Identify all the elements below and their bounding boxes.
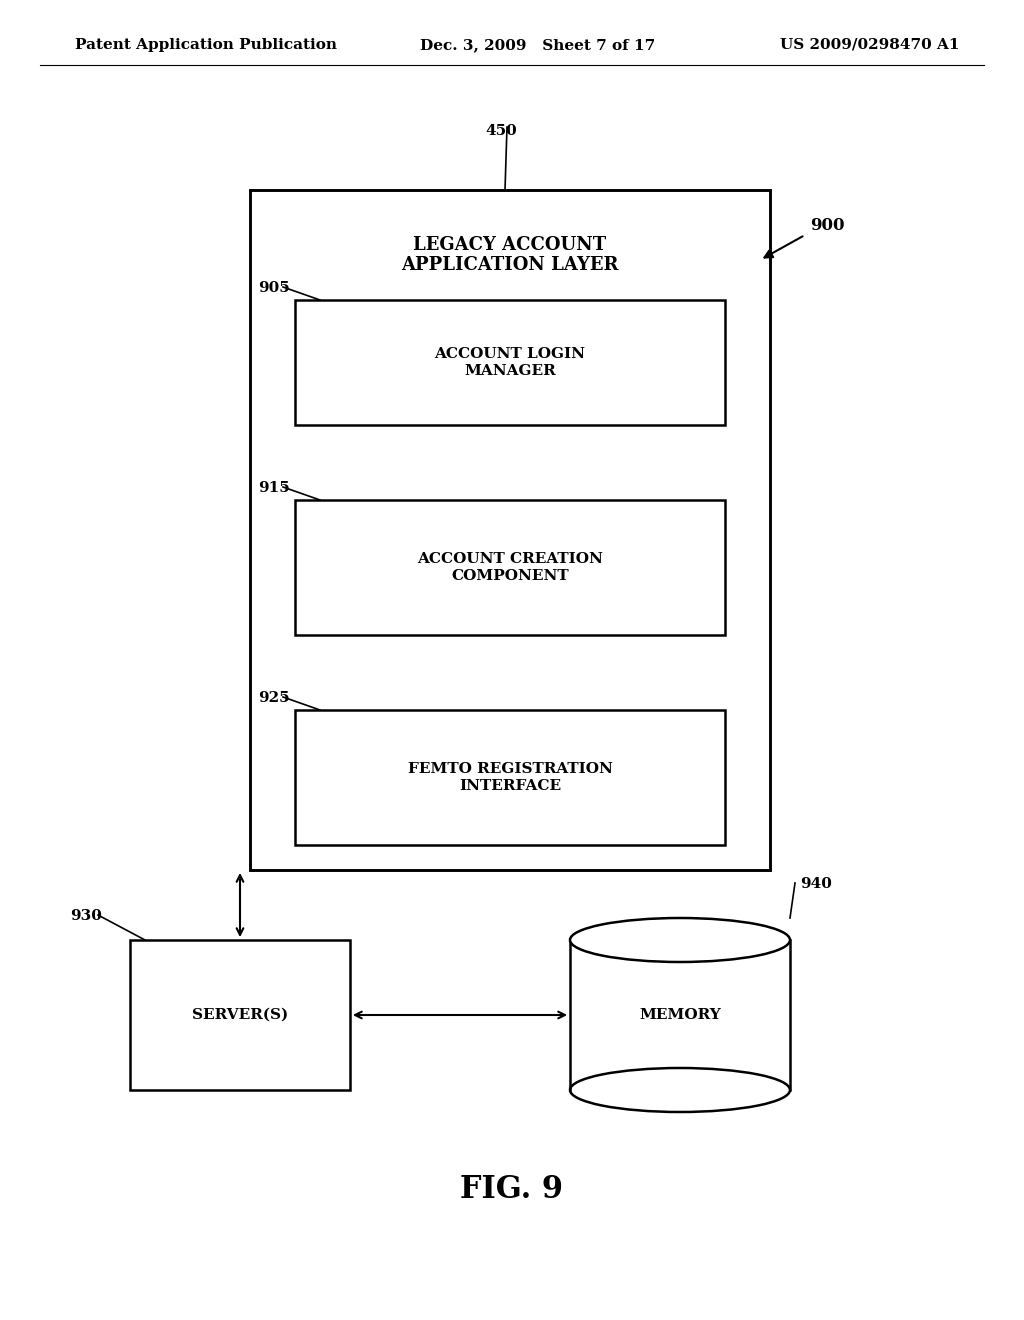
Text: 900: 900	[810, 216, 845, 234]
Text: 940: 940	[800, 876, 831, 891]
Text: ACCOUNT LOGIN
MANAGER: ACCOUNT LOGIN MANAGER	[434, 347, 586, 378]
Text: 925: 925	[258, 690, 290, 705]
Text: FIG. 9: FIG. 9	[461, 1175, 563, 1205]
Text: 905: 905	[258, 281, 290, 294]
Text: Dec. 3, 2009   Sheet 7 of 17: Dec. 3, 2009 Sheet 7 of 17	[420, 38, 655, 51]
Text: FEMTO REGISTRATION
INTERFACE: FEMTO REGISTRATION INTERFACE	[408, 763, 612, 792]
Text: 930: 930	[70, 909, 101, 923]
Text: ACCOUNT CREATION
COMPONENT: ACCOUNT CREATION COMPONENT	[417, 552, 603, 582]
Text: MEMORY: MEMORY	[639, 1008, 721, 1022]
Text: US 2009/0298470 A1: US 2009/0298470 A1	[780, 38, 959, 51]
Text: 915: 915	[258, 480, 290, 495]
Ellipse shape	[570, 917, 790, 962]
Text: 450: 450	[485, 124, 517, 139]
Text: SERVER(S): SERVER(S)	[191, 1008, 288, 1022]
Text: LEGACY ACCOUNT
APPLICATION LAYER: LEGACY ACCOUNT APPLICATION LAYER	[401, 235, 618, 275]
Text: Patent Application Publication: Patent Application Publication	[75, 38, 337, 51]
